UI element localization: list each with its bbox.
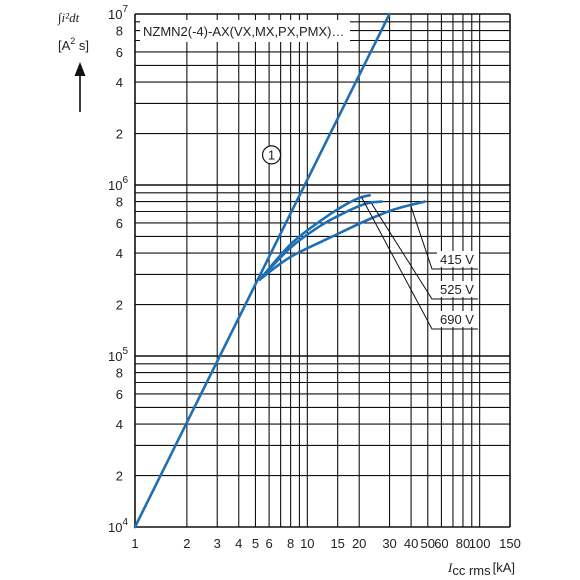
grid <box>134 13 511 528</box>
y-tick-label: 8 <box>116 366 123 381</box>
series-lines: 1 <box>133 12 427 529</box>
y-tick-label: 104 <box>108 517 128 535</box>
voltage-label-bg <box>437 251 479 267</box>
x-tick-label: 4 <box>235 536 242 551</box>
voltage-label-415V: 415 V <box>440 252 474 267</box>
x-tick-label: 100 <box>469 536 491 551</box>
x-axis-label: Icc rms [kA] <box>447 560 515 578</box>
series-line-525V <box>258 200 383 281</box>
y-tick-label: 6 <box>116 216 123 231</box>
leader-line-415V <box>410 205 478 270</box>
x-tick-label: 30 <box>382 536 396 551</box>
x-tick-label: 5 <box>252 536 259 551</box>
x-tick-label: 50 <box>421 536 435 551</box>
x-tick-label: 8 <box>287 536 294 551</box>
x-tick-label: 15 <box>330 536 344 551</box>
y-tick-label: 4 <box>116 417 123 432</box>
y-tick-label: 4 <box>116 75 123 90</box>
y-tick-label: 2 <box>116 127 123 142</box>
annotations: 415 V 525 V 690 V <box>361 197 479 330</box>
chart-title: NZMN2(-4)-AX(VX,MX,PX,PMX)… <box>143 24 345 39</box>
y-tick-label: 107 <box>108 4 128 22</box>
x-tick-label: 6 <box>265 536 272 551</box>
y-tick-label: 106 <box>108 175 128 193</box>
x-tick-label: 80 <box>456 536 470 551</box>
x-tick-label: 10 <box>300 536 314 551</box>
leader-line-525V <box>371 203 478 300</box>
y-tick-label: 105 <box>108 346 128 364</box>
y-tick-label: 6 <box>116 45 123 60</box>
x-tick-label: 150 <box>499 536 521 551</box>
x-tick-label: 60 <box>434 536 448 551</box>
leader-line-690V <box>361 197 478 330</box>
x-tick-label: 3 <box>214 536 221 551</box>
voltage-label-525V: 525 V <box>440 282 474 297</box>
series-line-690V <box>258 194 371 281</box>
series-marker-circle <box>261 145 282 165</box>
y-tick-labels: 104 2 4 6 8 105 2 4 6 8 106 2 4 6 8 107 <box>108 4 128 535</box>
y-tick-label: 8 <box>116 195 123 210</box>
voltage-label-bg <box>437 281 479 297</box>
x-tick-label: 40 <box>404 536 418 551</box>
y-tick-label: 2 <box>116 469 123 484</box>
y-axis-arrow <box>74 62 86 112</box>
y-axis-label-integral: ∫i²dt <box>57 10 80 26</box>
series-line-415V <box>258 200 427 281</box>
series-line-prospective <box>133 12 391 529</box>
x-tick-label: 1 <box>131 536 138 551</box>
voltage-label-690V: 690 V <box>440 312 474 327</box>
y-tick-label: 2 <box>116 298 123 313</box>
series-marker-label: 1 <box>268 147 275 162</box>
y-tick-label: 6 <box>116 387 123 402</box>
y-tick-label: 4 <box>116 246 123 261</box>
y-axis-label-unit: [A2 s] <box>58 36 89 53</box>
y-tick-label: 8 <box>116 24 123 39</box>
voltage-label-bg <box>437 311 479 327</box>
x-tick-label: 2 <box>183 536 190 551</box>
x-tick-label: 20 <box>352 536 366 551</box>
